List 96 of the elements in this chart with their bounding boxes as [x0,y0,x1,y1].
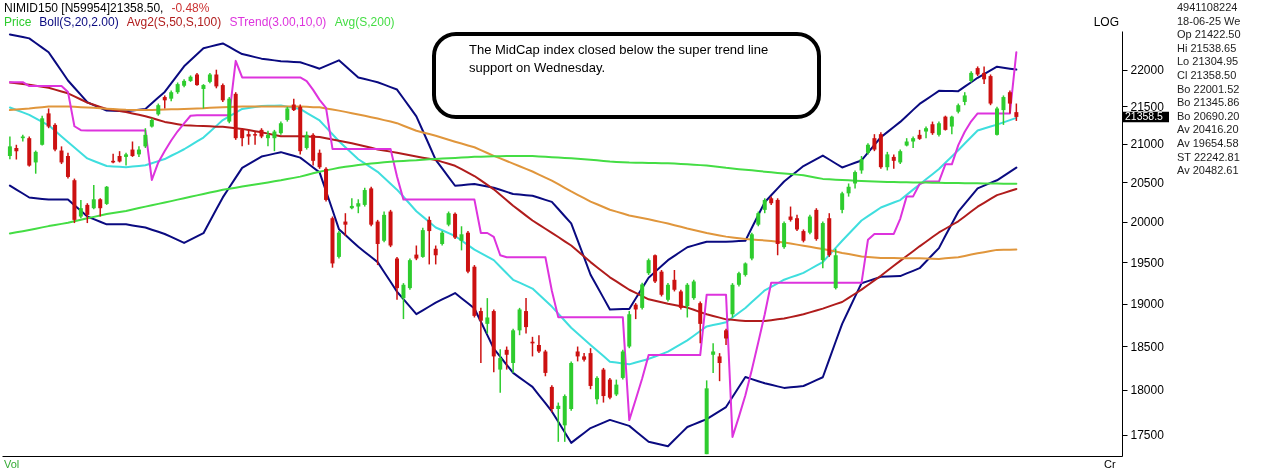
candlestick [949,114,954,135]
text: Vol [4,458,20,470]
candlestick [104,185,109,206]
text: Price [4,15,32,29]
text: ST 22242.81 [1177,150,1240,163]
candlestick [427,215,432,266]
candlestick [672,269,677,293]
line-series [8,104,1018,366]
candlestick [317,148,322,170]
candlestick [659,269,664,298]
candlestick [556,401,561,443]
text: Hi 21538.65 [1177,41,1237,54]
candlestick [227,96,232,124]
text: 4941108224 [1177,1,1238,13]
candlestick [498,348,503,394]
candlestick [607,377,612,401]
text: Av 20416.20 [1177,123,1239,136]
y-tick-label: 22000 [1130,63,1165,78]
candlestick [201,83,206,110]
text: LOG [1093,15,1119,29]
candlestick [891,153,896,170]
y-tick-label: 20500 [1130,175,1165,190]
candlestick [1001,94,1006,126]
text: STrend(3.00,10,0) [229,15,327,29]
y-tick-label: 19000 [1130,297,1165,312]
y-tick-label: 19500 [1130,255,1165,270]
candlestick [698,300,703,345]
candlestick [343,212,348,237]
candlestick [453,211,458,240]
candlestick [33,149,38,175]
candlestick [549,384,554,413]
candlestick [304,130,309,151]
candlestick [665,282,670,303]
candlestick [98,197,103,218]
candlestick [433,244,438,266]
candlestick [143,127,148,149]
text: Av 19654.58 [1177,137,1239,149]
annotation: The MidCap index closed below the super trend line support on Wednesday. [469,42,769,75]
candlestick [362,187,367,208]
chart-subtitle: -0.48% [171,1,210,15]
candlestick [240,127,245,148]
candlestick [678,289,683,311]
candlestick [685,282,690,319]
candlestick [840,190,845,214]
candlestick [640,282,645,311]
text: Bo 22001.52 [1177,82,1240,95]
text: Cr [1104,458,1116,470]
candlestick [524,297,529,335]
candlestick [214,68,219,90]
line-series [8,154,1018,235]
text: Op 21422.50 [1177,28,1241,41]
candlestick [885,151,890,172]
text: Lo 21304.95 [1177,55,1239,68]
candlestick [46,107,51,129]
y-tick-label: 17500 [1130,428,1165,443]
candlestick [65,152,70,180]
candlestick [485,297,490,335]
candlestick [478,307,483,364]
text: Avg2(S,50,S,100) [126,15,222,29]
candlestick [91,184,96,210]
line-series [8,33,1018,311]
text: Cl 21358.50 [1177,69,1237,81]
y-tick-label: 21500 [1130,99,1165,114]
text: Bo 20690.20 [1177,109,1240,122]
candlestick [504,345,509,371]
candlestick [517,307,522,336]
candlestick [717,352,722,382]
text: Av 20482.61 [1177,164,1239,177]
candlestick [85,202,90,224]
y-tick-label: 21000 [1130,137,1165,152]
candlestick [543,349,548,377]
series-label: Boll(S,20,2.00) [39,15,119,29]
text: Bo 21345.86 [1177,96,1240,109]
y-tick-label: 20000 [1130,215,1165,230]
candlestick [1007,89,1012,115]
text: Avg(S,200) [334,15,395,29]
candlestick [124,152,129,167]
candlestick [220,82,225,103]
line-series [8,151,1018,448]
y-tick-label: 18500 [1130,339,1165,354]
chart-title: NIMID150 [N59954]21358.50, [4,1,164,15]
line-series [8,105,1018,260]
candlestick [265,130,270,148]
candlestick [78,199,83,219]
candlestick [691,279,696,301]
line-series [8,81,1018,322]
candlestick [401,282,406,320]
candlestick [253,130,258,146]
candlestick [595,375,599,405]
candlestick [807,214,812,236]
candlestick [459,225,464,252]
y-tick-label: 18000 [1130,383,1165,398]
candlestick [375,219,380,266]
candlestick [711,342,716,374]
text: 18-06-25 We [1177,14,1241,27]
candlestick [7,135,12,160]
